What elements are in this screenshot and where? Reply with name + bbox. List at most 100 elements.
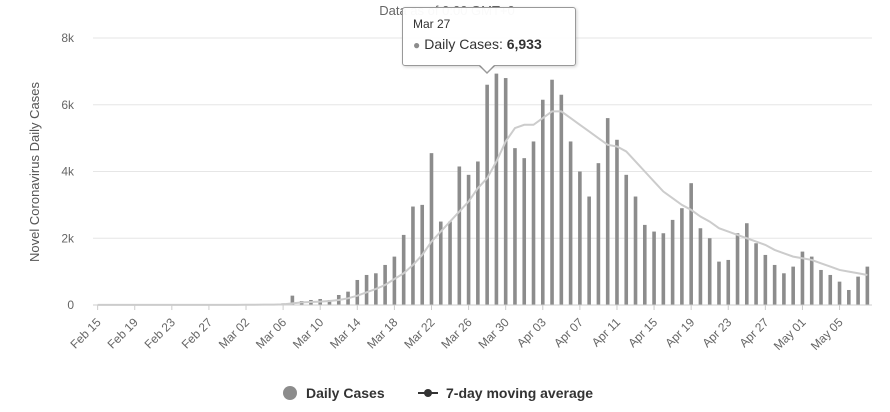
y-tick-label: 8k [61, 31, 75, 45]
bar[interactable] [513, 148, 517, 305]
bar[interactable] [735, 233, 740, 305]
x-tick-label: Mar 14 [327, 315, 364, 352]
bar[interactable] [726, 259, 731, 305]
bar[interactable] [633, 196, 638, 305]
bar[interactable] [615, 139, 619, 305]
bar[interactable] [438, 221, 443, 305]
bar[interactable] [605, 118, 610, 305]
bar[interactable] [587, 196, 591, 305]
bar[interactable] [290, 295, 295, 305]
bar[interactable] [717, 261, 721, 305]
bar[interactable] [856, 276, 860, 305]
tooltip-value: 6,933 [506, 36, 542, 52]
x-tick-label: Apr 23 [699, 315, 734, 350]
bar[interactable] [457, 166, 462, 305]
y-tick-label: 4k [61, 165, 75, 179]
bar[interactable] [800, 251, 805, 305]
y-tick-label: 6k [61, 98, 75, 112]
bar[interactable] [847, 289, 851, 305]
x-tick-label: Apr 11 [589, 315, 624, 350]
bar[interactable] [550, 79, 554, 305]
bar[interactable] [494, 73, 499, 305]
bar[interactable] [819, 269, 823, 305]
bar[interactable] [392, 256, 397, 305]
bar[interactable] [540, 99, 545, 306]
bar[interactable] [698, 228, 703, 305]
x-tick-label: May 01 [771, 315, 809, 353]
bar[interactable] [754, 243, 758, 305]
bar[interactable] [327, 299, 332, 305]
bar[interactable] [670, 219, 675, 305]
legend-label-moving-average: 7-day moving average [446, 385, 593, 401]
x-tick-label: Mar 18 [364, 315, 401, 352]
tooltip-bullet-icon: ● [413, 38, 421, 52]
bar[interactable] [809, 256, 814, 305]
bar[interactable] [559, 94, 564, 306]
legend-item-moving-average[interactable]: 7-day moving average [418, 385, 593, 401]
bar[interactable] [411, 206, 415, 305]
tooltip-arrow-inner [479, 64, 495, 72]
bar[interactable] [503, 78, 508, 305]
bar[interactable] [642, 224, 647, 305]
bar[interactable] [429, 153, 434, 305]
x-tick-label: Apr 15 [625, 315, 660, 350]
bar[interactable] [865, 266, 870, 305]
x-tick-label: Apr 03 [514, 315, 549, 350]
moving-average-line [97, 110, 868, 306]
bar[interactable] [782, 273, 786, 305]
bar[interactable] [568, 141, 573, 305]
bar[interactable] [364, 274, 369, 305]
bar[interactable] [466, 174, 471, 305]
bar[interactable] [448, 221, 452, 305]
x-tick-label: Feb 15 [67, 315, 104, 352]
legend-marker-daily-cases [283, 386, 297, 400]
bar[interactable] [707, 238, 712, 305]
bar[interactable] [689, 183, 693, 305]
x-tick-label: Mar 10 [290, 315, 327, 352]
x-tick-label: Mar 22 [401, 315, 438, 352]
x-tick-label: Apr 19 [662, 315, 697, 350]
bar[interactable] [578, 171, 582, 306]
y-tick-label: 0 [67, 298, 74, 312]
x-axis-ticks: Feb 15 Feb 19 Feb 23 Feb 27 Mar 02 Mar 06 Mar … [67, 305, 846, 353]
bar[interactable] [772, 264, 777, 305]
legend-label-daily-cases: Daily Cases [306, 385, 385, 401]
bar[interactable] [828, 274, 833, 305]
y-tick-label: 2k [61, 231, 75, 245]
bar[interactable] [596, 163, 601, 305]
x-tick-label: Apr 07 [551, 315, 586, 350]
x-tick-label: Mar 02 [216, 315, 253, 352]
x-tick-label: Mar 26 [438, 315, 475, 352]
legend: Daily Cases 7-day moving average [283, 385, 593, 401]
bar[interactable] [531, 141, 536, 305]
x-tick-label: Feb 23 [142, 315, 179, 352]
tooltip-row: ● Daily Cases: 6,933 [413, 36, 565, 52]
legend-item-daily-cases[interactable]: Daily Cases [283, 385, 385, 401]
tooltip-series-label: Daily Cases: [424, 36, 507, 52]
legend-marker-moving-average [424, 389, 432, 397]
bar[interactable] [680, 208, 684, 305]
x-tick-label: Feb 27 [179, 315, 216, 352]
bar-series [95, 73, 870, 306]
x-tick-label: May 05 [808, 315, 846, 353]
bar[interactable] [791, 266, 795, 305]
bar[interactable] [522, 158, 527, 305]
tooltip: Mar 27 ● Daily Cases: 6,933 [402, 7, 576, 66]
y-axis-label: Novel Coronavirus Daily Cases [27, 82, 42, 262]
bar[interactable] [355, 279, 360, 305]
bar[interactable] [763, 254, 768, 305]
bar[interactable] [624, 174, 629, 305]
bar[interactable] [401, 234, 406, 305]
bar[interactable] [485, 84, 489, 305]
x-tick-label: Feb 19 [105, 315, 142, 352]
bar[interactable] [652, 231, 656, 305]
y-axis-ticks: 0 2k 4k 6k 8k [61, 31, 75, 312]
bar[interactable] [745, 223, 749, 305]
x-tick-label: Mar 30 [475, 315, 512, 352]
bar[interactable] [476, 161, 480, 305]
bar[interactable] [661, 233, 666, 305]
tooltip-date: Mar 27 [413, 17, 451, 31]
bar[interactable] [837, 281, 842, 305]
x-tick-label: Mar 06 [253, 315, 290, 352]
x-tick-label: Apr 27 [737, 315, 772, 350]
